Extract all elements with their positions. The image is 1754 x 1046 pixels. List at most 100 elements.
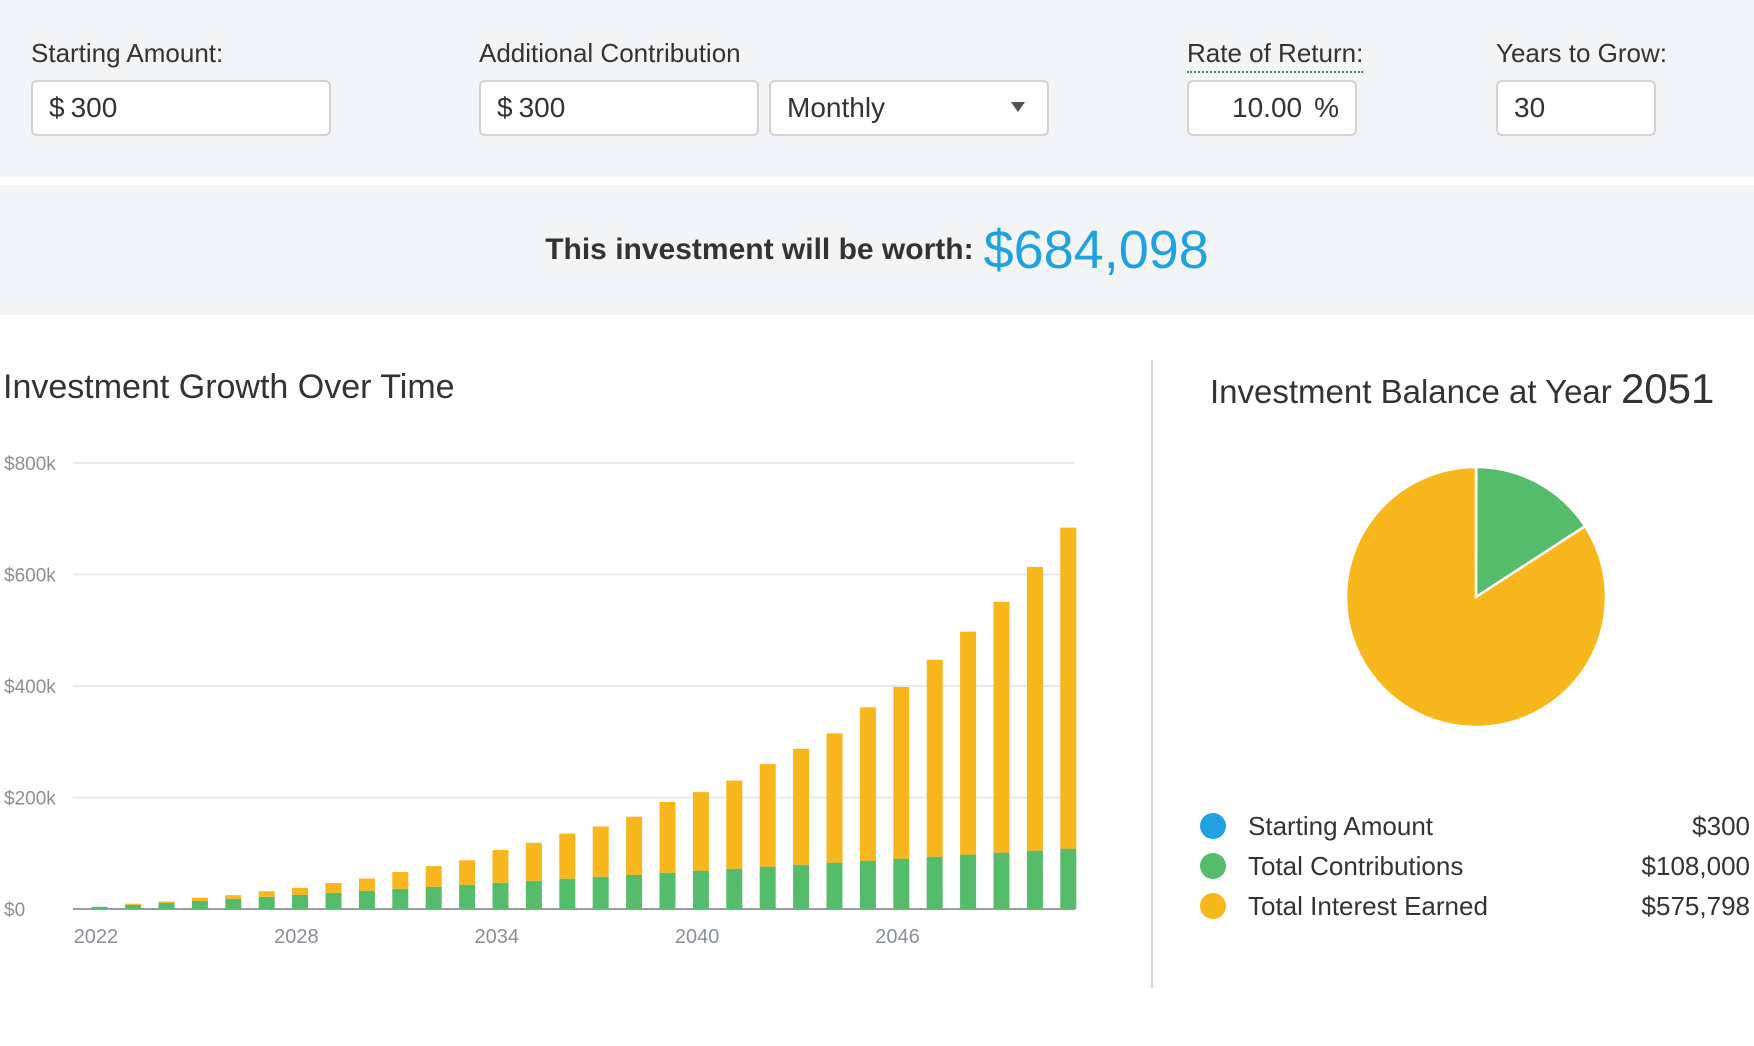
bar-contributions[interactable] [459,884,476,909]
bar-interest[interactable] [859,707,876,861]
bar-interest[interactable] [993,601,1010,853]
bar-interest[interactable] [392,872,409,889]
bar-contributions[interactable] [1026,850,1043,909]
rate-of-return-value: 10.00 [1232,92,1303,123]
bar-contributions[interactable] [292,894,309,909]
additional-contribution-value: 300 [518,92,566,123]
bar-interest[interactable] [358,878,375,891]
y-tick-label: $0 [4,900,25,921]
bar-interest[interactable] [659,801,676,873]
bar-interest[interactable] [525,842,542,881]
legend-name: Total Interest Earned [1248,890,1488,921]
bar-contributions[interactable] [125,904,142,909]
bar-interest[interactable] [1060,527,1077,849]
y-tick-label: $800k [4,454,56,475]
legend-value: $575,798 [1641,890,1750,921]
bar-contributions[interactable] [425,886,442,909]
bar-interest[interactable] [726,780,743,869]
legend-value: $108,000 [1641,850,1750,881]
bar-contributions[interactable] [325,892,342,909]
x-tick-label: 2046 [875,926,920,948]
currency-prefix: $ [497,92,513,123]
bar-contributions[interactable] [559,878,576,909]
x-tick-label: 2040 [675,926,720,948]
bar-contributions[interactable] [793,864,810,909]
rate-of-return-label[interactable]: Rate of Return: [1187,38,1364,73]
bar-contributions[interactable] [91,906,108,909]
legend-dot-starting [1200,813,1226,839]
bar-contributions[interactable] [258,896,275,909]
x-tick-label: 2034 [475,926,520,948]
x-tick-label: 2028 [274,926,319,948]
bar-contributions[interactable] [926,856,943,909]
pie-slice[interactable] [1344,465,1608,729]
bar-interest[interactable] [292,887,309,895]
legend-starting-amount: Starting Amount $300 [1200,806,1750,846]
years-to-grow-input[interactable]: 30 [1496,80,1656,136]
bar-contributions[interactable] [759,866,776,909]
currency-prefix: $ [49,92,65,123]
balance-title-text: Investment Balance at Year [1210,373,1612,410]
bar-contributions[interactable] [960,854,977,909]
bar-interest[interactable] [225,895,242,899]
bar-interest[interactable] [559,833,576,879]
bar-interest[interactable] [258,891,275,897]
bar-interest[interactable] [626,816,643,875]
legend-dot-interest [1200,893,1226,919]
bar-contributions[interactable] [191,900,208,909]
bar-interest[interactable] [1026,566,1043,851]
bar-interest[interactable] [492,849,509,883]
bar-interest[interactable] [793,748,810,865]
legend-dot-contributions [1200,853,1226,879]
result-value: $684,098 [983,220,1209,280]
pie-slice[interactable] [1474,465,1587,600]
legend-total-contributions: Total Contributions $108,000 [1200,846,1750,886]
balance-pie-chart [1344,465,1608,729]
bar-interest[interactable] [425,866,442,887]
bar-interest[interactable] [893,686,910,859]
bar-interest[interactable] [325,883,342,893]
bar-contributions[interactable] [158,902,175,909]
legend-value: $300 [1692,810,1750,841]
legend-total-interest: Total Interest Earned $575,798 [1200,886,1750,926]
bar-contributions[interactable] [626,874,643,909]
bar-contributions[interactable] [859,860,876,909]
bar-interest[interactable] [158,901,175,903]
result-label: This investment will be worth: [545,233,974,266]
rate-of-return-input[interactable]: 10.00 % [1187,80,1357,136]
bar-contributions[interactable] [592,876,609,909]
bar-interest[interactable] [459,860,476,885]
bar-contributions[interactable] [225,898,242,909]
bar-contributions[interactable] [993,852,1010,909]
bar-contributions[interactable] [1060,848,1077,909]
additional-contribution-label: Additional Contribution [479,38,741,68]
bar-contributions[interactable] [726,868,743,909]
bar-interest[interactable] [759,764,776,867]
bar-contributions[interactable] [692,870,709,909]
balance-year: 2051 [1620,365,1715,412]
bar-contributions[interactable] [893,858,910,909]
bar-interest[interactable] [960,631,977,855]
years-to-grow-value: 30 [1514,92,1546,123]
bar-contributions[interactable] [358,890,375,909]
bar-contributions[interactable] [525,880,542,909]
bar-interest[interactable] [592,826,609,877]
bar-contributions[interactable] [492,882,509,909]
result-panel [0,185,1754,315]
legend-name: Starting Amount [1248,810,1433,841]
bar-interest[interactable] [826,733,843,863]
x-tick-label: 2022 [74,926,119,948]
bar-interest[interactable] [191,897,208,901]
additional-contribution-input[interactable]: $ 300 [479,80,759,136]
bar-contributions[interactable] [392,888,409,909]
starting-amount-input[interactable]: $ 300 [31,80,331,136]
bar-contributions[interactable] [826,862,843,909]
bar-interest[interactable] [125,903,142,905]
chart-divider [1151,360,1153,988]
contribution-frequency-select[interactable]: Monthly [769,80,1049,136]
starting-amount-label: Starting Amount: [31,38,224,68]
bar-contributions[interactable] [659,872,676,909]
y-tick-label: $200k [4,789,56,810]
bar-interest[interactable] [692,792,709,871]
bar-interest[interactable] [926,659,943,857]
